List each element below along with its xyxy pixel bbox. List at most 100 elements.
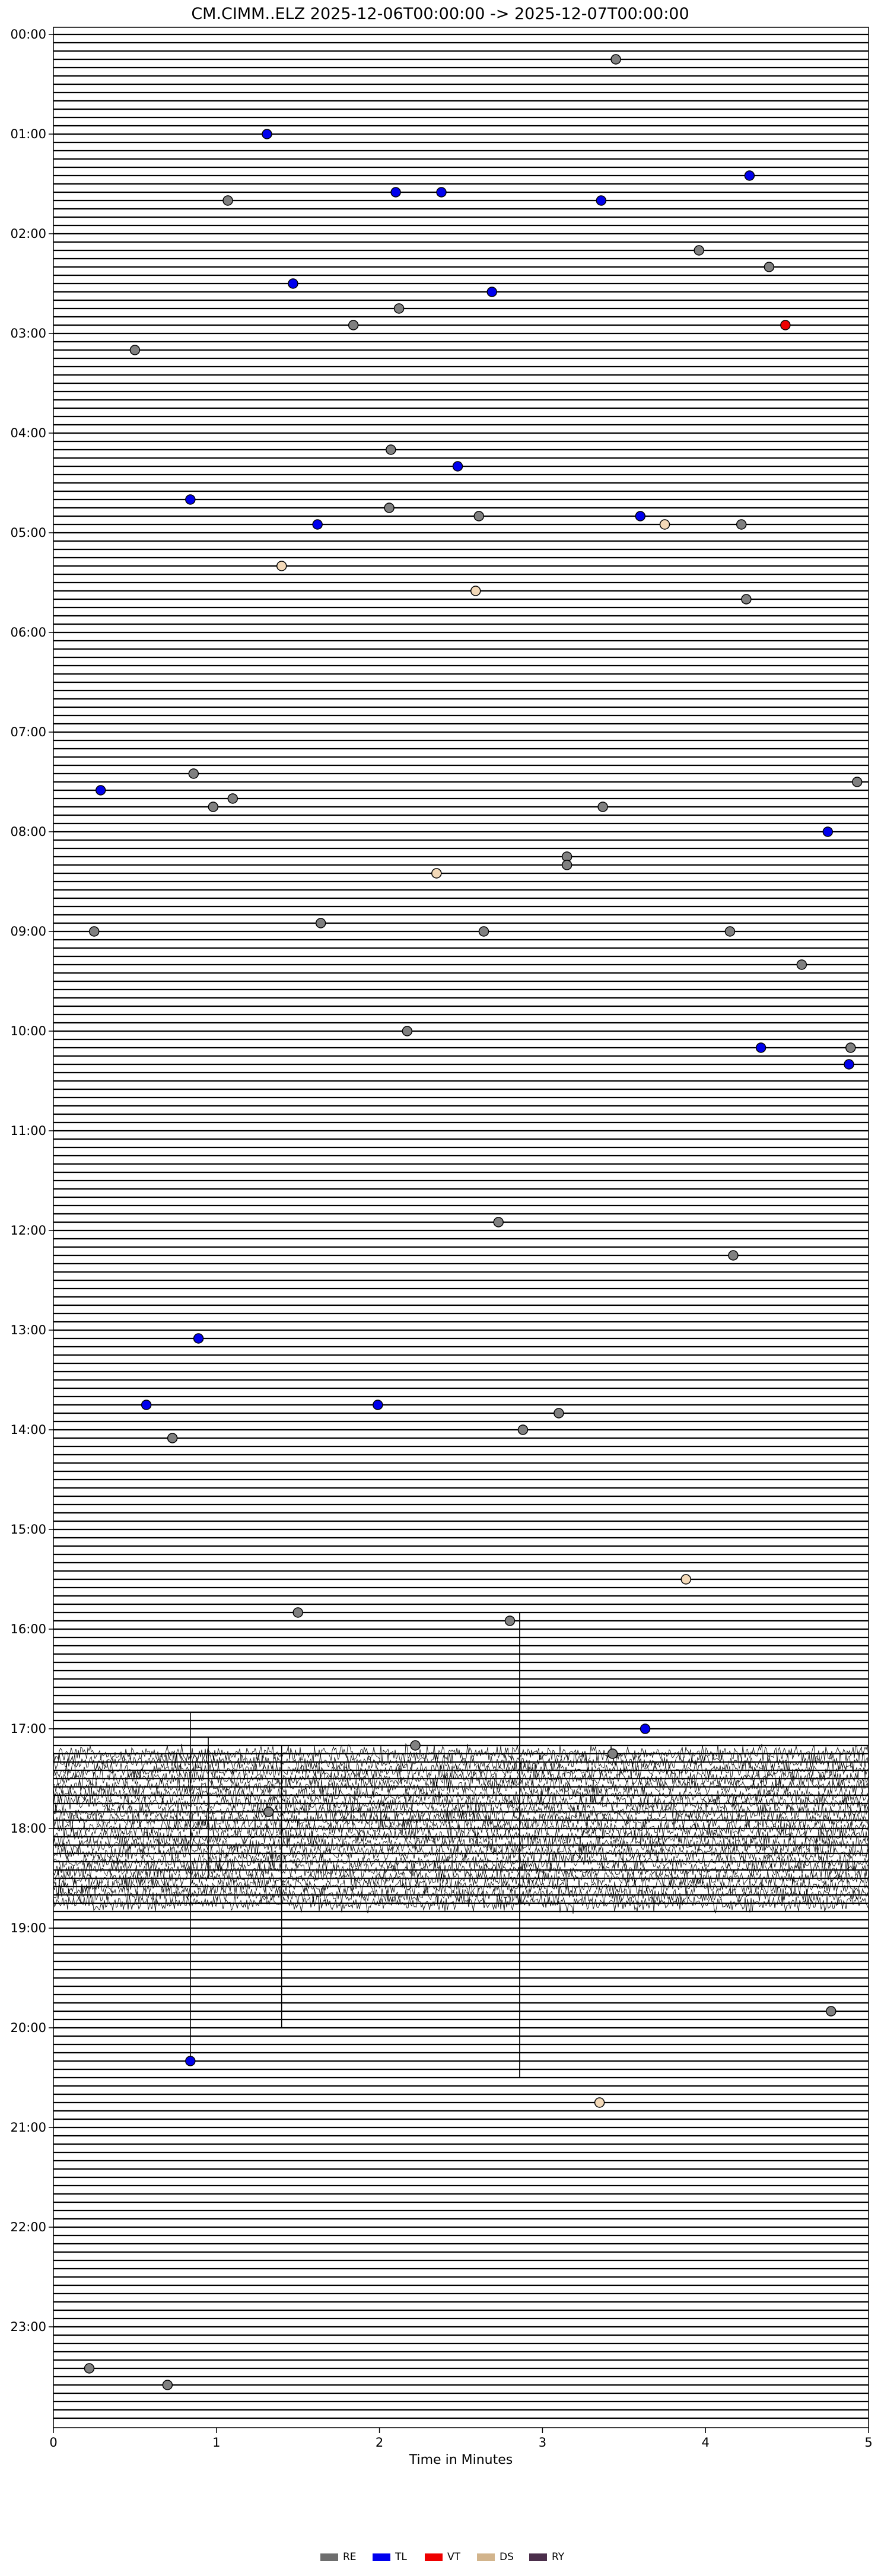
legend-label: TL	[395, 2551, 407, 2563]
chart-title: CM.CIMM..ELZ 2025-12-06T00:00:00 -> 2025…	[191, 5, 689, 23]
event-marker-re	[88, 926, 100, 937]
event-marker-tl	[288, 278, 298, 289]
event-marker-re	[741, 594, 752, 605]
event-marker-re	[162, 2380, 173, 2390]
noise-trace	[53, 1852, 869, 1872]
x-tick-label: 2	[376, 2435, 383, 2450]
event-marker-tl	[141, 1400, 152, 1410]
noise-trace	[53, 1893, 869, 1914]
legend: RE TL VT DS RY	[320, 2551, 565, 2563]
event-marker-tl	[744, 170, 755, 181]
event-marker-re	[764, 262, 775, 272]
event-marker-re	[478, 926, 489, 937]
legend-swatch	[477, 2553, 495, 2561]
x-axis-label: Time in Minutes	[409, 2453, 513, 2467]
event-marker-re	[402, 1026, 413, 1036]
y-tick-label: 23:00	[10, 2320, 46, 2334]
y-tick-label: 05:00	[10, 526, 46, 540]
event-marker-ds	[594, 2097, 605, 2108]
event-marker-re	[597, 802, 608, 812]
legend-swatch	[425, 2553, 443, 2561]
y-tick-label: 08:00	[10, 825, 46, 839]
event-marker-ds	[431, 868, 442, 879]
y-tick-label: 11:00	[10, 1124, 46, 1138]
event-marker-tl	[822, 826, 834, 837]
y-tick-label: 07:00	[10, 725, 46, 739]
legend-label: RY	[552, 2551, 565, 2563]
event-marker-tl	[95, 785, 106, 796]
event-marker-tl	[452, 461, 463, 472]
event-marker-ds	[276, 561, 287, 571]
y-tick-label: 20:00	[10, 2021, 46, 2035]
event-marker-re	[167, 1433, 178, 1443]
event-marker-re	[826, 2006, 837, 2017]
event-marker-re	[845, 1042, 856, 1053]
event-marker-ds	[470, 586, 481, 596]
event-marker-tl	[373, 1400, 383, 1410]
y-tick-label: 21:00	[10, 2120, 46, 2135]
event-marker-re	[263, 1807, 274, 1817]
noise-trace	[53, 1876, 869, 1897]
event-marker-re	[386, 444, 396, 455]
event-marker-ds	[659, 519, 670, 530]
legend-swatch	[320, 2553, 338, 2561]
y-tick-label: 04:00	[10, 426, 46, 440]
y-tick-label: 09:00	[10, 924, 46, 939]
event-marker-tl	[185, 494, 196, 505]
event-marker-re	[129, 345, 141, 355]
noise-trace	[53, 1834, 869, 1856]
x-ticks: 0 1 2 3 4 5	[49, 2428, 873, 2450]
event-marker-tl	[185, 2056, 196, 2066]
event-marker-re	[410, 1740, 421, 1751]
event-marker-ds	[680, 1574, 691, 1585]
noise-trace	[53, 1843, 869, 1863]
event-marker-re	[607, 1748, 618, 1759]
event-marker-re	[393, 303, 405, 314]
legend-label: DS	[500, 2551, 514, 2563]
x-tick-label: 0	[49, 2435, 57, 2450]
event-marker-re	[736, 519, 747, 530]
y-tick-label: 02:00	[10, 227, 46, 241]
trace-lines	[53, 33, 869, 2419]
y-tick-label: 15:00	[10, 1522, 46, 1537]
legend-label: VT	[447, 2551, 461, 2563]
event-marker-re	[292, 1607, 303, 1618]
event-marker-re	[227, 793, 238, 804]
y-tick-label: 17:00	[10, 1722, 46, 1736]
event-marker-re	[493, 1217, 504, 1227]
y-tick-label: 16:00	[10, 1622, 46, 1636]
y-tick-label: 03:00	[10, 326, 46, 341]
event-marker-re	[348, 320, 359, 330]
event-marker-tl	[844, 1059, 854, 1070]
noise-trace	[53, 1751, 869, 1773]
noise-trace	[53, 1768, 869, 1789]
event-marker-re	[517, 1424, 529, 1435]
event-marker-tl	[486, 287, 497, 297]
event-marker-re	[473, 511, 484, 521]
plot-frame	[53, 27, 869, 2428]
event-marker-tl	[755, 1042, 766, 1053]
event-marker-re	[728, 1250, 739, 1261]
event-marker-tl	[640, 1723, 651, 1734]
event-marker-re	[84, 2363, 95, 2374]
x-tick-label: 1	[212, 2435, 220, 2450]
event-marker-tl	[262, 129, 272, 139]
event-marker-vt	[780, 320, 791, 330]
noise-layer	[53, 1613, 869, 2078]
y-tick-label: 12:00	[10, 1223, 46, 1238]
event-marker-re	[694, 245, 704, 256]
noise-trace	[53, 1884, 869, 1906]
event-marker-tl	[436, 187, 447, 198]
noise-trace	[53, 1760, 869, 1780]
y-tick-label: 00:00	[10, 27, 46, 42]
event-marker-re	[504, 1615, 516, 1626]
event-marker-tl	[635, 511, 646, 521]
event-markers	[84, 54, 863, 2390]
event-marker-re	[852, 777, 863, 787]
event-marker-re	[554, 1408, 564, 1419]
noise-trace	[53, 1801, 869, 1823]
noise-trace	[53, 1827, 869, 1847]
legend-swatch	[529, 2553, 547, 2561]
event-marker-re	[208, 802, 219, 812]
